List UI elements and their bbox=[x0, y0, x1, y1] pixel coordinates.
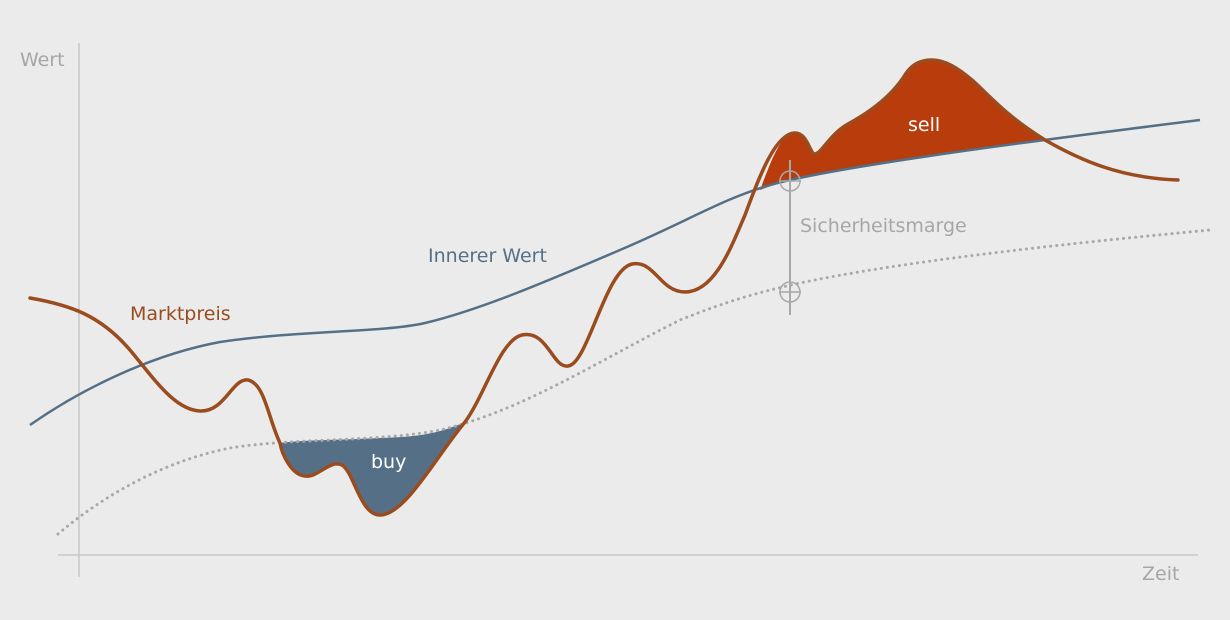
sell-zone-label: sell bbox=[908, 114, 940, 136]
x-axis-label: Zeit bbox=[1142, 563, 1179, 585]
intrinsic-value-line bbox=[29, 118, 1201, 427]
lower-crosshair-icon bbox=[779, 281, 801, 303]
safety-margin-line bbox=[56, 228, 1212, 536]
buy-zone-area bbox=[280, 422, 465, 515]
market-price-line bbox=[28, 58, 1180, 517]
y-axis-label: Wert bbox=[20, 49, 65, 71]
market-price-label: Marktpreis bbox=[130, 303, 231, 325]
intrinsic-value-label: Innerer Wert bbox=[428, 245, 547, 267]
sell-zone-area bbox=[760, 60, 1045, 190]
margin-of-safety-label: Sicherheitsmarge bbox=[800, 215, 967, 237]
buy-zone-label: buy bbox=[371, 451, 406, 473]
upper-crosshair-icon bbox=[779, 170, 801, 192]
